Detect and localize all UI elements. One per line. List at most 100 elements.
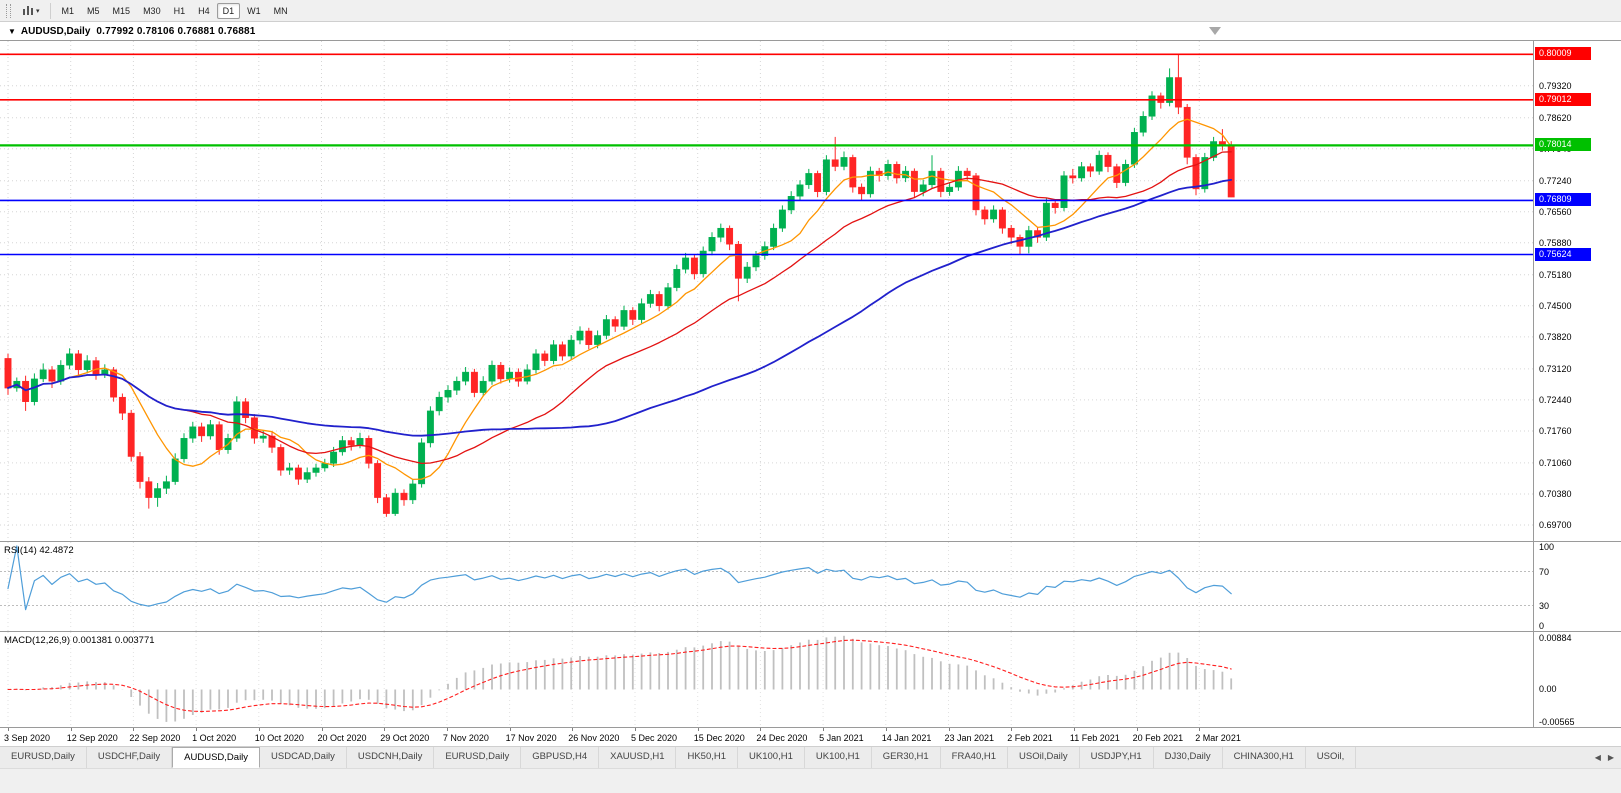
price-tag: 0.78014 <box>1535 138 1591 152</box>
timeframe-button-h1[interactable]: H1 <box>173 5 186 16</box>
tab-eurusd-daily[interactable]: EURUSD,Daily <box>434 747 522 768</box>
tab-dj30-daily[interactable]: DJ30,Daily <box>1153 747 1223 768</box>
timeframe-button-m1[interactable]: M1 <box>61 5 75 16</box>
chart-icon <box>23 5 33 15</box>
chart-header: ▼ AUDUSD,Daily 0.77992 0.78106 0.76881 0… <box>0 22 1621 41</box>
candle-body <box>919 184 927 192</box>
pane-divider[interactable] <box>0 541 1621 542</box>
candle-body <box>145 481 153 498</box>
candle-body <box>1227 146 1235 198</box>
date-axis-tick <box>258 728 260 731</box>
candle-body <box>567 339 575 357</box>
ma-line-55 <box>7 178 1233 437</box>
candle-body <box>849 157 857 188</box>
one-click-trading-toggle[interactable]: ▼ <box>8 26 16 36</box>
chart-type-button[interactable]: ▾ <box>17 2 45 20</box>
candle-body <box>48 369 56 382</box>
timeframe-button-mn[interactable]: MN <box>273 5 288 16</box>
price-axis-label: 0.73820 <box>1539 331 1572 342</box>
tab-ger30-h1[interactable]: GER30,H1 <box>871 747 941 768</box>
tab-xauusd-h1[interactable]: XAUUSD,H1 <box>599 747 677 768</box>
candle-body <box>514 371 522 382</box>
timeframe-button-m15[interactable]: M15 <box>112 5 131 16</box>
tab-usoil-daily[interactable]: USOil,Daily <box>1008 747 1080 768</box>
candle-body <box>594 335 602 345</box>
timeframe-button-m30[interactable]: M30 <box>143 5 161 16</box>
chart-shift-marker[interactable] <box>1209 27 1221 35</box>
price-axis-label: 0.75880 <box>1539 237 1572 248</box>
tab-audusd-daily[interactable]: AUDUSD,Daily <box>172 747 261 768</box>
timeframe-button-w1[interactable]: W1 <box>247 5 261 16</box>
tab-scroll-left-icon[interactable]: ◀ <box>1594 753 1601 762</box>
candle-body <box>444 390 452 398</box>
candle-body <box>708 237 716 252</box>
tab-scroll-controls: ◀ ▶ <box>1591 747 1618 768</box>
macd-pane-canvas[interactable] <box>0 632 1533 727</box>
candle-body <box>180 438 188 460</box>
candle-body <box>937 170 945 192</box>
tab-usoil[interactable]: USOil, <box>1305 747 1357 768</box>
tab-usdcnh-daily[interactable]: USDCNH,Daily <box>346 747 435 768</box>
tab-usdjpy-h1[interactable]: USDJPY,H1 <box>1079 747 1154 768</box>
price-axis-label: 0.79320 <box>1539 80 1572 91</box>
date-axis-tick <box>948 728 950 731</box>
candle-body <box>233 401 241 439</box>
candle-body <box>426 410 434 444</box>
timeframe-button-d1[interactable]: D1 <box>216 2 241 19</box>
price-chart-canvas[interactable] <box>0 41 1533 541</box>
date-axis-tick <box>1199 728 1201 731</box>
candle-body <box>479 380 487 393</box>
date-axis-label: 17 Nov 2020 <box>505 733 557 743</box>
tab-usdchf-daily[interactable]: USDCHF,Daily <box>86 747 173 768</box>
candle-body <box>118 396 126 414</box>
tab-china300-h1[interactable]: CHINA300,H1 <box>1222 747 1306 768</box>
tab-scroll-right-icon[interactable]: ▶ <box>1607 753 1614 762</box>
candle-body <box>646 294 654 304</box>
pane-divider[interactable] <box>0 631 1621 632</box>
date-axis-label: 26 Nov 2020 <box>568 733 620 743</box>
candle-body <box>620 310 628 327</box>
rsi-axis-label: 0 <box>1539 621 1545 631</box>
candle-body <box>74 353 82 371</box>
date-axis-label: 14 Jan 2021 <box>881 733 932 743</box>
candle-body <box>726 227 734 245</box>
candle-body <box>1060 175 1068 208</box>
date-axis-tick <box>384 728 386 731</box>
tab-uk100-h1[interactable]: UK100,H1 <box>804 747 872 768</box>
price-axis-label: 0.78620 <box>1539 112 1572 123</box>
price-axis-label: 0.72440 <box>1539 394 1572 405</box>
rsi-indicator-label: RSI(14) 42.4872 <box>4 545 74 556</box>
tab-uk100-h1[interactable]: UK100,H1 <box>738 747 805 768</box>
price-axis-label: 0.76560 <box>1539 206 1572 217</box>
date-axis[interactable]: 3 Sep 2020 12 Sep 2020 22 Sep 2020 1 Oct 20… <box>0 727 1621 746</box>
candle-body <box>1148 95 1156 117</box>
candle-body <box>1130 132 1138 165</box>
tab-eurusd-daily[interactable]: EURUSD,Daily <box>0 747 87 768</box>
candle-body <box>312 467 320 473</box>
date-axis-label: 20 Feb 2021 <box>1132 733 1184 743</box>
tab-fra40-h1[interactable]: FRA40,H1 <box>940 747 1009 768</box>
candle-body <box>497 364 505 380</box>
candle-body <box>286 467 294 471</box>
timeframe-button-m5[interactable]: M5 <box>87 5 100 16</box>
candle-body <box>294 467 302 480</box>
candle-body <box>189 426 197 439</box>
rsi-pane-canvas[interactable] <box>0 542 1533 631</box>
candle-body <box>57 364 65 382</box>
toolbar-grip[interactable] <box>6 3 11 18</box>
candle-body <box>770 227 778 247</box>
candle-body <box>611 319 619 327</box>
price-axis-label: 0.71060 <box>1539 457 1572 468</box>
candle-body <box>1078 166 1086 179</box>
date-axis-tick <box>196 728 198 731</box>
price-axis[interactable]: 0.793200.786200.779400.772400.765600.758… <box>1533 41 1621 746</box>
price-axis-label: 0.74500 <box>1539 300 1572 311</box>
tab-hk50-h1[interactable]: HK50,H1 <box>676 747 739 768</box>
candle-body <box>1069 175 1077 179</box>
timeframe-button-h4[interactable]: H4 <box>198 5 210 16</box>
price-tag: 0.79012 <box>1535 92 1591 106</box>
candle-body <box>602 319 610 336</box>
candle-body <box>268 435 276 448</box>
tab-gbpusd-h4[interactable]: GBPUSD,H4 <box>521 747 600 768</box>
tab-usdcad-daily[interactable]: USDCAD,Daily <box>260 747 347 768</box>
